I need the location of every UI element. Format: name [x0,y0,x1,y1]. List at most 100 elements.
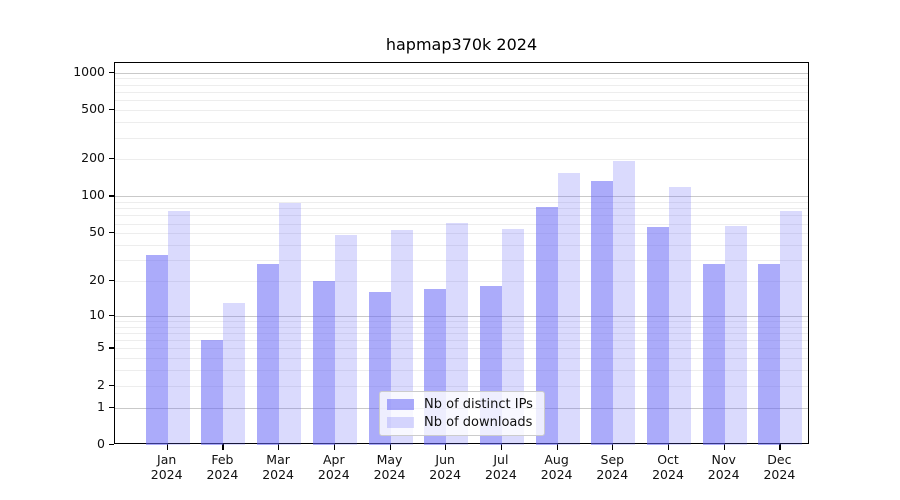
x-tick [779,444,781,450]
x-tick [278,444,280,450]
legend-swatch-downloads [387,416,414,428]
x-tick [500,444,503,450]
x-tick-label: Jan 2024 [150,452,183,482]
y-tick [109,444,114,446]
plot-area [114,62,809,445]
minor-gridline [115,78,808,80]
bar-downloads-sep [613,161,636,445]
minor-gridline [115,233,808,235]
y-tick [109,314,114,316]
y-tick [109,232,114,234]
bar-distinct-ips-apr [312,280,335,445]
minor-gridline [115,326,808,328]
minor-gridline [115,215,808,217]
minor-gridline [115,137,808,139]
y-tick-label: 5 [97,339,105,355]
x-tick [445,444,447,450]
x-tick [556,444,558,450]
y-tick-label: 500 [81,101,105,117]
minor-gridline [115,201,808,203]
x-tick [612,444,614,450]
minor-gridline [115,332,808,334]
bar-downloads-dec [780,210,803,445]
bar-downloads-jun [446,222,469,445]
minor-gridline [115,280,808,282]
major-gridline [115,315,808,317]
bar-downloads-nov [724,226,747,445]
bar-distinct-ips-jan [145,255,168,445]
bar-downloads-apr [334,235,357,445]
minor-gridline [115,370,808,372]
minor-gridline [115,122,808,124]
legend-item-downloads: Nb of downloads [387,415,537,430]
y-tick-label: 1000 [73,63,105,79]
minor-gridline [115,320,808,322]
x-tick-label: Sep 2024 [596,452,629,482]
bar-downloads-feb [223,302,246,445]
x-tick [222,444,224,450]
bar-distinct-ips-sep [591,181,614,445]
y-tick [109,279,114,282]
legend-item-distinct-ips: Nb of distinct IPs [387,397,537,412]
x-tick-label: Dec 2024 [763,452,796,482]
x-tick-label: Nov 2024 [707,452,740,482]
y-tick [109,71,114,73]
y-tick [109,109,114,111]
major-gridline [115,196,808,198]
minor-gridline [115,340,808,342]
x-tick-label: Oct 2024 [652,452,684,482]
minor-gridline [115,84,808,86]
y-tick-label: 0 [97,436,105,451]
y-tick-label: 20 [89,271,105,287]
x-tick-label: Feb 2024 [206,452,239,482]
bar-distinct-ips-mar [257,263,280,445]
minor-gridline [115,244,808,246]
y-tick [109,406,114,408]
y-tick-label: 200 [81,150,105,166]
y-tick-label: 2 [97,376,105,392]
y-tick [109,347,114,349]
x-tick-label: Jul 2024 [484,452,517,482]
bar-downloads-aug [557,172,580,445]
y-tick [109,195,114,197]
major-gridline [115,72,808,74]
bar-distinct-ips-aug [535,206,558,445]
legend-label-distinct-ips: Nb of distinct IPs [424,397,533,413]
bar-downloads-oct [669,186,691,445]
y-tick-label: 50 [89,224,105,240]
minor-gridline [115,92,808,93]
legend-label-downloads: Nb of downloads [424,414,533,430]
minor-gridline [115,260,808,261]
y-tick [109,158,114,160]
y-tick [109,384,114,386]
legend: Nb of distinct IPs Nb of downloads [379,391,545,436]
bar-downloads-mar [279,203,302,445]
minor-gridline [115,348,808,350]
minor-gridline [115,358,808,360]
x-tick [166,444,168,450]
bar-distinct-ips-oct [647,227,669,445]
minor-gridline [115,100,808,102]
bar-distinct-ips-feb [201,340,224,445]
minor-gridline [115,223,808,225]
x-tick [723,444,725,450]
y-tick-label: 100 [81,187,105,203]
x-tick-label: May 2024 [373,452,406,482]
x-tick [333,444,335,450]
x-tick-label: Mar 2024 [262,452,294,482]
minor-gridline [115,385,808,387]
minor-gridline [115,208,808,210]
x-tick-label: Jun 2024 [429,452,462,482]
minor-gridline [115,159,808,161]
y-tick-label: 1 [97,398,105,414]
x-tick [389,444,391,450]
x-tick-label: Aug 2024 [540,452,573,482]
bar-downloads-jan [167,210,190,445]
bar-distinct-ips-dec [758,263,781,445]
minor-gridline [115,110,808,112]
y-tick-label: 10 [89,306,105,322]
x-tick [668,444,670,450]
legend-swatch-distinct-ips [387,399,414,411]
chart-title: hapmap370k 2024 [385,35,538,54]
